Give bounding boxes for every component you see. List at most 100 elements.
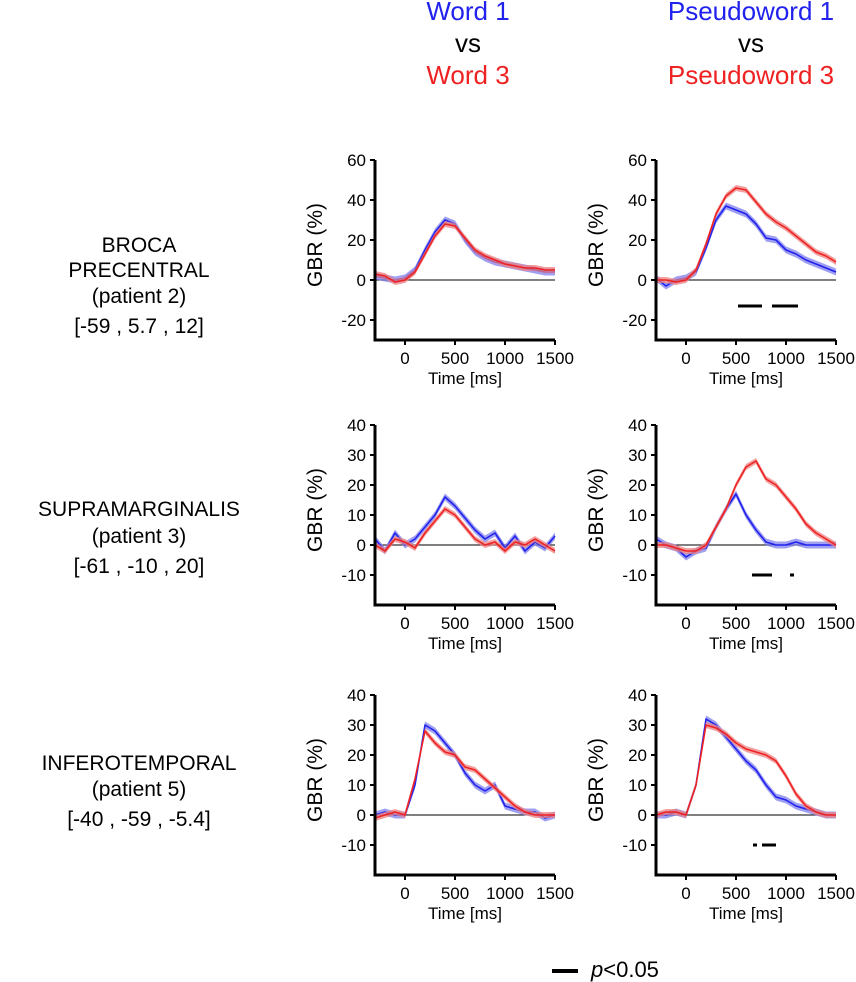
x-axis-label: Time [ms]: [428, 634, 502, 653]
x-tick-label: 500: [722, 614, 750, 633]
y-axis-label: GBR (%): [585, 468, 608, 552]
column-title-pseudoword-3: Pseudoword 3: [668, 60, 834, 90]
y-tick-label: 30: [628, 446, 647, 465]
chart-panel-r2-c1: -10 0 10 20 30 40 0 500 1000 1500 Time [ms] GBR (%): [585, 686, 855, 923]
x-tick-label: 0: [400, 884, 409, 903]
chart-panel-r1-c1: -10 0 10 20 30 40 0 500 1000 1500 Time [ms] GBR (%): [585, 416, 855, 653]
series-band-2: [375, 728, 555, 821]
y-tick-label: 40: [347, 191, 366, 210]
y-axis-label: GBR (%): [304, 468, 327, 552]
series-line-1: [655, 493, 836, 558]
x-tick-label: 500: [441, 614, 469, 633]
column-title-pseudoword-1: Pseudoword 1: [668, 0, 834, 26]
x-axis-label: Time [ms]: [709, 904, 783, 923]
series-band-1: [375, 216, 555, 284]
x-tick-label: 1500: [536, 614, 574, 633]
coords-label: [-59 , 5.7 , 12]: [74, 315, 204, 338]
series-band-2: [375, 221, 555, 285]
series-line-1: [374, 724, 556, 819]
legend-label: p<0.05: [590, 957, 659, 982]
region-label: BROCA: [102, 234, 177, 257]
row-label-broca: BROCA PRECENTRAL (patient 2) [-59 , 5.7 …: [68, 234, 209, 338]
x-tick-label: 1500: [536, 884, 574, 903]
x-tick-label: 500: [441, 884, 469, 903]
chart-panel-r0-c0: -20 0 20 40 60 0 500 1000 1500 Time [ms] GBR (%): [304, 151, 574, 388]
y-tick-label: 40: [628, 416, 647, 435]
y-tick-label: 30: [347, 446, 366, 465]
y-tick-label: 10: [628, 776, 647, 795]
x-tick-label: 1000: [486, 884, 524, 903]
series-line-2: [655, 724, 836, 816]
x-tick-label: 1500: [817, 614, 855, 633]
y-tick-label: -20: [341, 311, 366, 330]
y-tick-label: 20: [347, 231, 366, 250]
row-label-inferotemporal: INFEROTEMPORAL (patient 5) [-40 , -59 , …: [42, 752, 237, 831]
y-tick-label: 40: [347, 416, 366, 435]
region-label: INFEROTEMPORAL: [42, 752, 237, 775]
series-line-1: [656, 718, 836, 816]
column-title-word-1: Word 1: [426, 0, 509, 26]
y-axis-label: GBR (%): [304, 203, 327, 287]
column-title-word-3: Word 3: [426, 60, 509, 90]
series-line-2: [374, 223, 555, 283]
series-line-2: [374, 508, 556, 552]
y-tick-label: -20: [622, 311, 647, 330]
y-tick-label: 0: [638, 806, 647, 825]
y-tick-label: 40: [628, 686, 647, 705]
region-label: SUPRAMARGINALIS: [38, 498, 240, 521]
y-tick-label: 0: [357, 271, 366, 290]
y-axis-label: GBR (%): [585, 738, 608, 822]
y-tick-label: 30: [628, 716, 647, 735]
x-tick-label: 500: [441, 349, 469, 368]
y-tick-label: 10: [347, 506, 366, 525]
chart-panel-r1-c0: -10 0 10 20 30 40 0 500 1000 1500 Time [ms] GBR (%): [304, 416, 574, 653]
series-line-2: [656, 187, 837, 283]
x-tick-label: 1500: [536, 349, 574, 368]
y-tick-label: 40: [628, 191, 647, 210]
x-tick-label: 1500: [817, 884, 855, 903]
y-tick-label: 40: [347, 686, 366, 705]
x-tick-label: 1000: [767, 884, 805, 903]
x-axis-label: Time [ms]: [709, 634, 783, 653]
legend-p-threshold: <0.05: [603, 957, 659, 982]
y-axis-label: GBR (%): [304, 738, 327, 822]
legend-p-symbol: p: [590, 957, 603, 982]
row-label-supramarginalis: SUPRAMARGINALIS (patient 3) [-61 , -10 ,…: [38, 498, 240, 578]
x-tick-label: 1000: [486, 614, 524, 633]
x-tick-label: 1500: [817, 349, 855, 368]
y-tick-label: 20: [347, 476, 366, 495]
column-title-vs: vs: [455, 28, 481, 58]
series-band-2: [656, 185, 836, 285]
x-tick-label: 1000: [767, 349, 805, 368]
y-tick-label: 0: [638, 271, 647, 290]
x-axis-label: Time [ms]: [428, 369, 502, 388]
patient-label: (patient 3): [92, 525, 187, 548]
y-axis-label: GBR (%): [585, 203, 608, 287]
column-header-word: Word 1 vs Word 3: [426, 0, 509, 90]
y-tick-label: 10: [628, 506, 647, 525]
y-tick-label: 60: [628, 151, 647, 170]
y-tick-label: 30: [347, 716, 366, 735]
y-tick-label: 60: [347, 151, 366, 170]
coords-label: [-40 , -59 , -5.4]: [67, 808, 211, 831]
y-tick-label: 0: [357, 806, 366, 825]
y-tick-label: 20: [628, 231, 647, 250]
y-tick-label: 20: [347, 746, 366, 765]
series-band-1: [375, 493, 555, 555]
column-title-vs: vs: [738, 28, 764, 58]
legend: p<0.05: [552, 957, 659, 982]
y-tick-label: -10: [622, 836, 647, 855]
y-tick-label: 20: [628, 746, 647, 765]
x-axis-label: Time [ms]: [709, 369, 783, 388]
y-tick-label: -10: [622, 566, 647, 585]
y-tick-label: -10: [341, 836, 366, 855]
coords-label: [-61 , -10 , 20]: [74, 555, 205, 578]
y-tick-label: 20: [628, 476, 647, 495]
column-header-pseudoword: Pseudoword 1 vs Pseudoword 3: [668, 0, 834, 90]
x-tick-label: 1000: [486, 349, 524, 368]
y-tick-label: -10: [341, 566, 366, 585]
series-band-2: [656, 458, 836, 554]
x-tick-label: 500: [722, 884, 750, 903]
